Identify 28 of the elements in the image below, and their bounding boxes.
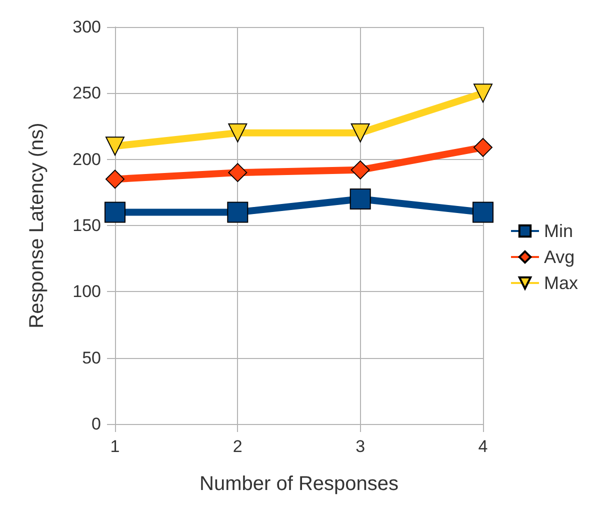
point <box>106 170 124 189</box>
legend-label: Min <box>544 221 574 241</box>
legend-label: Avg <box>544 247 575 267</box>
point <box>474 138 492 157</box>
y-tick-label: 300 <box>72 18 101 36</box>
y-tick-label: 150 <box>72 216 101 235</box>
point <box>104 202 126 223</box>
x-axis-title: Number of Responses <box>200 473 398 495</box>
point <box>350 160 370 180</box>
point <box>228 123 248 142</box>
point <box>472 202 494 223</box>
y-tick-label: 200 <box>72 150 101 169</box>
point <box>474 84 492 103</box>
x-tick-label: 4 <box>478 437 488 456</box>
legend-label: Max <box>544 273 578 293</box>
point <box>228 163 248 182</box>
y-tick-label: 50 <box>82 348 101 368</box>
y-axis-title: Response Latency (ns) <box>26 122 48 328</box>
x-tick-label: 2 <box>232 437 242 456</box>
x-tick-label: 1 <box>110 437 120 456</box>
y-tick-label: 250 <box>72 84 101 103</box>
y-tick-label: 0 <box>92 414 101 434</box>
x-tick-label: 3 <box>356 437 366 456</box>
point <box>350 123 370 142</box>
y-tick-label: 100 <box>72 282 101 302</box>
point <box>227 202 248 223</box>
point <box>106 136 124 156</box>
point <box>350 188 371 210</box>
